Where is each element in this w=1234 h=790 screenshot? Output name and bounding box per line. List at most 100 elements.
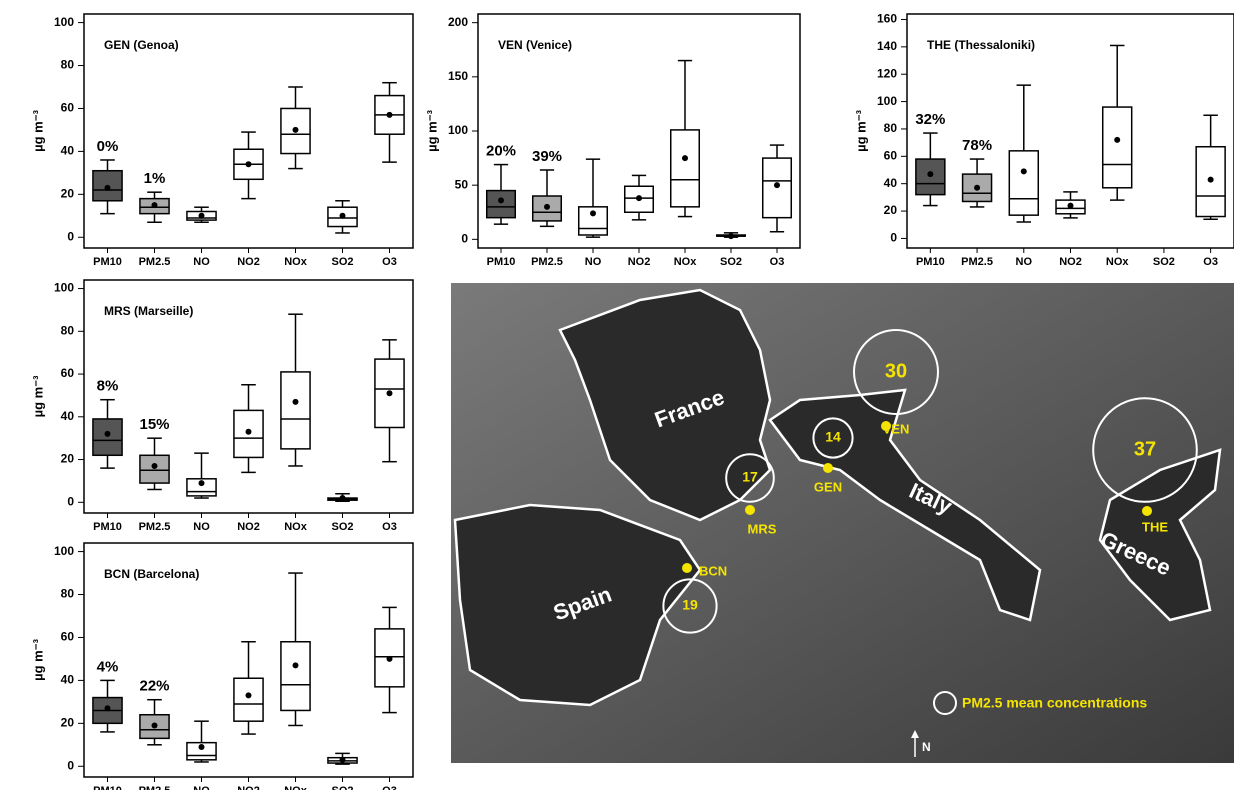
x-tick-label: O3 [382, 785, 397, 790]
x-tick-label: SO2 [720, 256, 742, 268]
x-tick-label: NOx [284, 521, 308, 533]
x-tick-label: NOx [674, 256, 698, 268]
annotation: 78% [962, 137, 992, 154]
y-tick-label: 80 [61, 587, 75, 601]
y-tick-label: 100 [448, 123, 468, 137]
chart-title: GEN (Genoa) [104, 38, 179, 52]
annotation: 0% [97, 138, 119, 155]
mean [927, 171, 933, 177]
concentration-label: 19 [682, 597, 698, 613]
site-label: BCN [699, 563, 727, 578]
x-tick-label: NOx [1106, 256, 1130, 268]
x-tick-label: NO [1016, 256, 1033, 268]
y-tick-label: 0 [67, 229, 74, 243]
mean [246, 429, 252, 435]
mean [974, 185, 980, 191]
x-tick-label: NO [585, 256, 602, 268]
box [234, 678, 263, 721]
mean [246, 692, 252, 698]
mean [387, 112, 393, 118]
x-tick-label: NO2 [1059, 256, 1082, 268]
x-tick-label: PM10 [93, 256, 122, 268]
mean [152, 722, 158, 728]
mean [1021, 168, 1027, 174]
box [1103, 107, 1132, 188]
concentration-label: 14 [825, 429, 841, 445]
y-tick-label: 0 [890, 231, 897, 245]
site-dot [682, 563, 692, 573]
mean [340, 213, 346, 219]
mean [340, 757, 346, 763]
annotation: 15% [139, 416, 169, 433]
mean [152, 463, 158, 469]
annotation: 20% [486, 143, 516, 160]
mean [105, 185, 111, 191]
x-tick-label: PM2.5 [531, 256, 563, 268]
box [93, 419, 122, 455]
y-tick-label: 200 [448, 15, 468, 29]
y-tick-label: 20 [61, 187, 75, 201]
x-tick-label: O3 [382, 521, 397, 533]
x-tick-label: NOx [284, 785, 308, 790]
box [487, 191, 516, 218]
y-tick-label: 100 [54, 281, 74, 295]
box [1009, 151, 1038, 215]
y-tick-label: 160 [877, 12, 897, 26]
mean [105, 431, 111, 437]
mean [387, 390, 393, 396]
site-dot [1142, 506, 1152, 516]
y-tick-label: 60 [61, 366, 75, 380]
y-tick-label: 40 [884, 176, 898, 190]
map: N PM2.5 mean concentrations FranceItalyS… [451, 283, 1234, 763]
x-tick-label: SO2 [331, 521, 353, 533]
box [281, 642, 310, 711]
north-label: N [922, 740, 931, 754]
mean [105, 705, 111, 711]
site-label: GEN [814, 479, 842, 494]
concentration-label: 30 [885, 360, 907, 382]
x-tick-label: SO2 [331, 256, 353, 268]
mean [293, 127, 299, 133]
y-axis-label: µg m⁻³ [30, 109, 45, 151]
x-tick-label: NO2 [237, 521, 260, 533]
box-chart: VEN (Venice)µg m⁻³050100150200PM10PM2.5N… [424, 14, 800, 268]
y-tick-label: 40 [61, 409, 75, 423]
y-tick-label: 60 [61, 101, 75, 115]
y-tick-label: 80 [61, 323, 75, 337]
chart-title: THE (Thessaloniki) [927, 38, 1035, 52]
x-tick-label: PM2.5 [139, 521, 171, 533]
y-tick-label: 60 [61, 630, 75, 644]
x-tick-label: PM2.5 [139, 256, 171, 268]
y-tick-label: 0 [67, 758, 74, 772]
mean [152, 202, 158, 208]
annotation: 1% [144, 170, 166, 187]
x-tick-label: SO2 [1153, 256, 1175, 268]
x-tick-label: O3 [382, 256, 397, 268]
y-tick-label: 80 [884, 121, 898, 135]
mean [387, 656, 393, 662]
y-tick-label: 100 [54, 544, 74, 558]
site-label: THE [1142, 519, 1168, 534]
y-axis-label: µg m⁻³ [30, 375, 45, 417]
box [671, 130, 700, 207]
mean [293, 399, 299, 405]
y-tick-label: 40 [61, 144, 75, 158]
mean [498, 197, 504, 203]
y-tick-label: 60 [884, 148, 898, 162]
mean [199, 744, 205, 750]
y-tick-label: 120 [877, 66, 897, 80]
y-tick-label: 0 [461, 232, 468, 246]
chart-title: MRS (Marseille) [104, 304, 193, 318]
mean [728, 233, 734, 239]
x-tick-label: NO2 [237, 785, 260, 790]
y-tick-label: 100 [877, 94, 897, 108]
x-tick-label: NO [193, 256, 210, 268]
box-chart: BCN (Barcelona)µg m⁻³020406080100PM10PM2… [30, 543, 413, 790]
x-tick-label: O3 [770, 256, 785, 268]
x-tick-label: NO2 [237, 256, 260, 268]
x-tick-label: PM10 [93, 785, 122, 790]
y-tick-label: 80 [61, 58, 75, 72]
mean [682, 155, 688, 161]
figure: N PM2.5 mean concentrations FranceItalyS… [0, 0, 1234, 790]
